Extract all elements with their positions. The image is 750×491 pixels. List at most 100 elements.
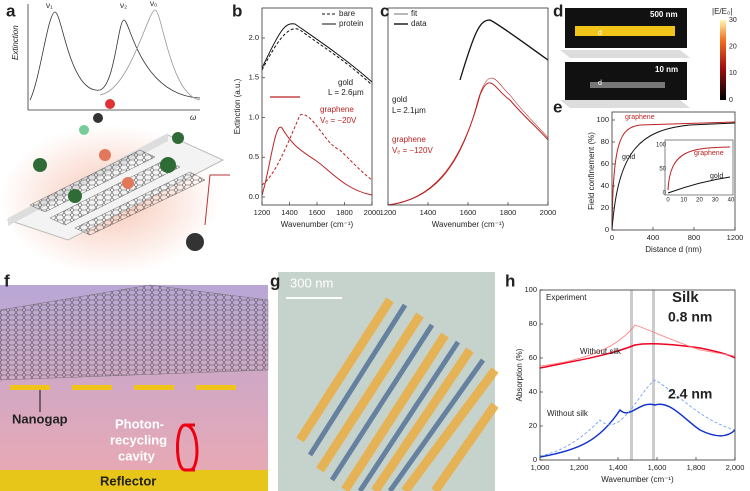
colorbar-tick-label: 30 bbox=[729, 17, 737, 24]
y-tick-label: 2.0 bbox=[249, 33, 259, 42]
annotation: ν₁ bbox=[46, 1, 53, 10]
annotation: Without silk bbox=[547, 409, 589, 418]
annotation: graphene bbox=[392, 135, 426, 144]
inset-y-tick-label: 0 bbox=[663, 191, 667, 197]
x-tick-label: 1600 bbox=[460, 208, 477, 217]
x-tick-label: 1800 bbox=[500, 208, 517, 217]
annotation: ν₂ bbox=[120, 1, 127, 10]
annotation: Reflector bbox=[100, 473, 156, 488]
panel-label: g bbox=[270, 271, 280, 290]
panel-label: d bbox=[553, 1, 563, 20]
annotation: Photon- bbox=[115, 416, 164, 431]
annotation: Vₑ = −20V bbox=[320, 116, 357, 125]
y-tick-label: 40 bbox=[601, 181, 609, 190]
scale-bar-label: 300 nm bbox=[290, 275, 333, 290]
annotation: Silk bbox=[672, 289, 699, 306]
colorbar-tick-label: 20 bbox=[729, 44, 737, 51]
y-tick-label: 1.0 bbox=[249, 112, 259, 121]
annotation: gold bbox=[622, 154, 635, 161]
y-tick-label: 0 bbox=[533, 455, 537, 464]
y-tick-label: 100 bbox=[524, 285, 537, 294]
annotation: cavity bbox=[118, 448, 156, 463]
x-tick-label: 1,600 bbox=[648, 463, 667, 472]
x-tick-label: 2000 bbox=[540, 208, 557, 217]
annotation: graphene bbox=[694, 150, 724, 157]
axes-frame bbox=[261, 7, 373, 206]
x-tick-label: 1400 bbox=[281, 208, 298, 217]
annotation: ω bbox=[190, 113, 196, 122]
inset-x-tick-label: 0 bbox=[666, 198, 670, 204]
panel-d bbox=[560, 8, 726, 108]
colorbar-tick-label: 10 bbox=[729, 70, 737, 77]
annotation: Nanogap bbox=[12, 411, 68, 426]
x-tick-label: 1200 bbox=[380, 208, 397, 217]
annotation: 10 nm bbox=[655, 65, 678, 74]
inset-x-tick-label: 10 bbox=[680, 198, 687, 204]
inset-x-tick-label: 20 bbox=[696, 198, 703, 204]
annotation: graphene bbox=[625, 114, 655, 121]
legend-entry: data bbox=[411, 19, 427, 28]
panel-g bbox=[278, 272, 499, 491]
inset-y-tick-label: 50 bbox=[659, 167, 666, 173]
x-tick-label: 1,800 bbox=[687, 463, 706, 472]
annotation: L = 2.6µm bbox=[328, 88, 364, 97]
annotation: gold bbox=[338, 78, 353, 87]
x-tick-label: 800 bbox=[688, 233, 701, 242]
panel-c bbox=[387, 19, 549, 206]
y-tick-label: 0.0 bbox=[249, 192, 259, 201]
annotation: Vₑ = −120V bbox=[392, 146, 433, 155]
panel-label: h bbox=[505, 271, 515, 290]
y-tick-label: 100 bbox=[596, 115, 609, 124]
axes-frame bbox=[539, 289, 736, 461]
x-tick-label: 1800 bbox=[336, 208, 353, 217]
x-axis-label: Wavenumber (cm⁻¹) bbox=[601, 475, 674, 484]
legend-entry: protein bbox=[339, 19, 363, 28]
panel-f bbox=[0, 284, 269, 491]
x-tick-label: 0 bbox=[610, 233, 614, 242]
x-tick-label: 1200 bbox=[727, 233, 744, 242]
x-tick-label: 400 bbox=[647, 233, 660, 242]
panel-h bbox=[539, 290, 736, 460]
y-axis-label: Field confinement (%) bbox=[587, 132, 596, 210]
y-tick-label: 0.5 bbox=[249, 152, 259, 161]
legend-entry: fit bbox=[411, 9, 418, 18]
y-tick-label: 1.5 bbox=[249, 73, 259, 82]
axes-frame bbox=[611, 111, 736, 231]
annotation: Without silk bbox=[580, 347, 622, 356]
y-tick-label: 0 bbox=[605, 225, 609, 234]
legend-entry: bare bbox=[339, 9, 356, 18]
panel-a bbox=[0, 4, 230, 275]
x-tick-label: 1,400 bbox=[609, 463, 628, 472]
panel-b bbox=[261, 23, 373, 196]
y-tick-label: 20 bbox=[601, 203, 609, 212]
annotation: d bbox=[598, 80, 602, 87]
y-tick-label: 40 bbox=[529, 387, 537, 396]
y-tick-label: 20 bbox=[529, 421, 537, 430]
x-axis-label: Distance d (nm) bbox=[645, 245, 702, 254]
y-tick-label: 60 bbox=[601, 159, 609, 168]
inset-y-tick-label: 100 bbox=[656, 143, 667, 149]
y-tick-label: 80 bbox=[601, 137, 609, 146]
panel-e bbox=[611, 121, 736, 231]
x-tick-label: 1200 bbox=[254, 208, 271, 217]
y-axis-label: Extinction (a.u.) bbox=[233, 78, 242, 134]
x-axis-label: Wavenumber (cm⁻¹) bbox=[281, 220, 354, 229]
x-tick-label: 2000 bbox=[364, 208, 381, 217]
panel-label: b bbox=[232, 1, 242, 20]
inset-x-tick-label: 40 bbox=[728, 198, 735, 204]
panel-label: e bbox=[553, 97, 562, 116]
annotation: ν₀ bbox=[150, 0, 157, 8]
annotation: graphene bbox=[320, 105, 354, 114]
annotation: Experiment bbox=[546, 293, 587, 302]
x-tick-label: 1600 bbox=[309, 208, 326, 217]
annotation: d bbox=[598, 30, 602, 37]
colorbar-title: |E/E₀| bbox=[712, 7, 732, 16]
x-tick-label: 1,000 bbox=[531, 463, 550, 472]
annotation: L= 2.1µm bbox=[392, 106, 426, 115]
x-tick-label: 1400 bbox=[420, 208, 437, 217]
annotation: gold bbox=[392, 95, 407, 104]
annotation: 0.8 nm bbox=[668, 309, 712, 325]
panel-label: f bbox=[4, 271, 10, 290]
annotation: 500 nm bbox=[650, 10, 678, 19]
